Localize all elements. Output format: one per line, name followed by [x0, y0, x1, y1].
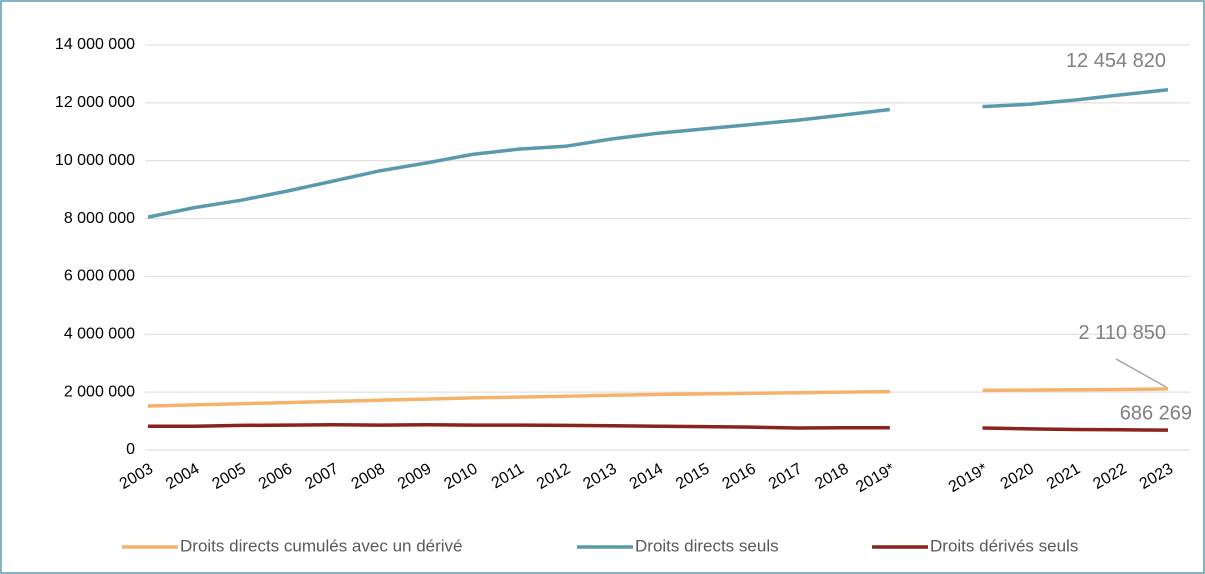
- y-tick-label: 6 000 000: [64, 268, 135, 285]
- y-tick-label: 4 000 000: [64, 326, 135, 343]
- legend-label: Droits directs cumulés avec un dérivé: [180, 536, 463, 555]
- y-tick-label: 12 000 000: [55, 94, 135, 111]
- y-tick-label: 8 000 000: [64, 210, 135, 227]
- y-tick-label: 14 000 000: [55, 36, 135, 53]
- series-line: [147, 387, 1169, 408]
- data-label: 686 269: [1120, 402, 1192, 424]
- y-tick-label: 0: [126, 441, 135, 458]
- y-tick-label: 10 000 000: [55, 152, 135, 169]
- y-tick-label: 2 000 000: [64, 383, 135, 400]
- series-line: [148, 423, 1169, 432]
- legend-label: Droits directs seuls: [635, 536, 779, 555]
- series-line: [147, 87, 1169, 219]
- leader-line: [1115, 358, 1167, 388]
- legend-label: Droits dérivés seuls: [930, 536, 1078, 555]
- data-label: 12 454 820: [1066, 50, 1166, 72]
- data-label: 2 110 850: [1079, 322, 1167, 344]
